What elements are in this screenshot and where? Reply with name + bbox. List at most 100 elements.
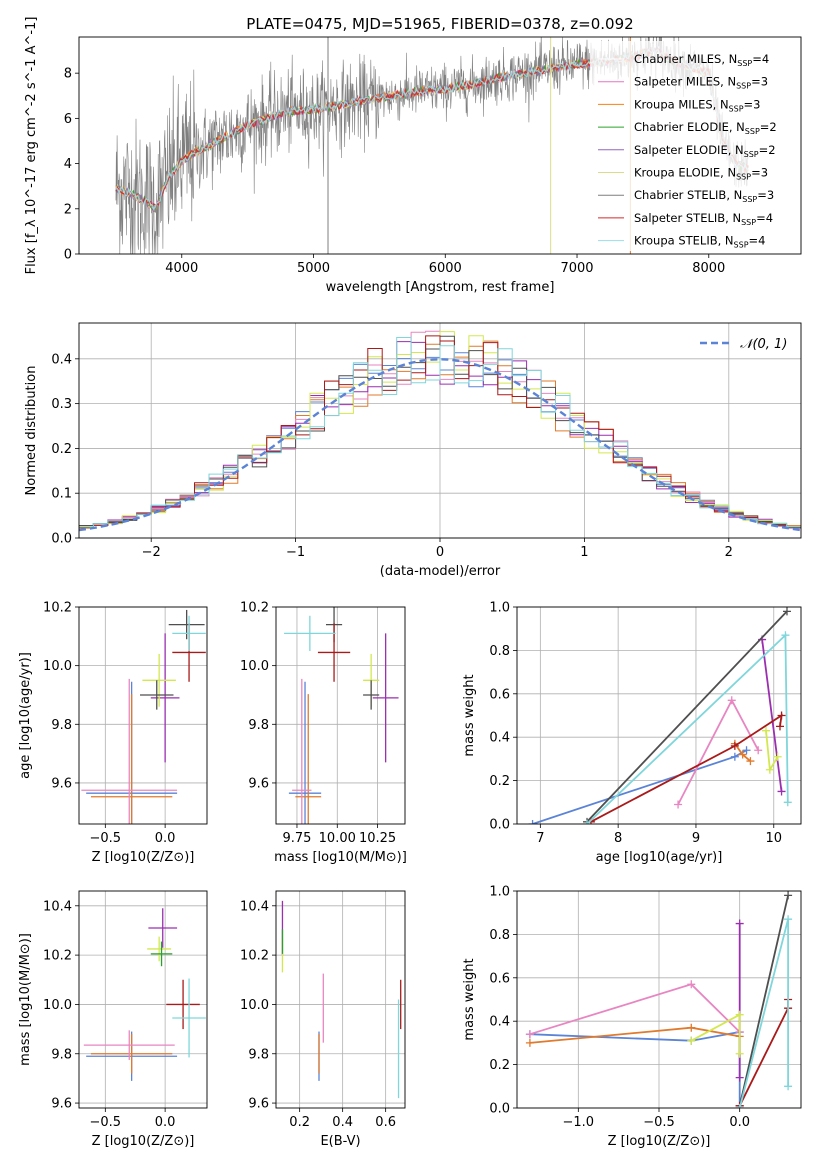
weight-marker (773, 752, 782, 761)
plot-area (284, 607, 399, 824)
weight-marker (784, 1082, 793, 1091)
x-tick-label: −0.5 (90, 831, 122, 846)
chart-spectrum: 4000 5000 6000 7000 8000 0 2 4 6 8 wavelength [Ang… (24, 17, 802, 295)
x-tick-label: 0.0 (729, 1115, 750, 1130)
y-axis-label: mass weight (462, 674, 477, 756)
y-tick-label: 0.8 (489, 644, 510, 659)
plot-area (528, 607, 792, 824)
x-tick-label: 0.4 (332, 1115, 353, 1130)
y-tick-label: 10.0 (43, 998, 72, 1013)
x-tick-label: 5000 (297, 261, 330, 276)
y-tick-label: 4 (64, 157, 72, 172)
y-tick-label: 10.4 (43, 899, 72, 914)
chart-mass-vs-ebv: 0.2 0.4 0.6 9.6 9.8 10.0 10.2 10.4 E(B-V) (240, 890, 406, 1149)
x-tick-label: 0.6 (375, 1115, 396, 1130)
weight-marker (765, 765, 774, 774)
y-tick-label: 9.6 (51, 1097, 72, 1112)
y-axis-label: Flux [f_λ 10^-17 erg cm^-2 s^-1 A^-1] (24, 17, 39, 275)
x-tick-label: 4000 (165, 261, 198, 276)
weight-marker (738, 750, 747, 759)
legend-entry: Salpeter STELIB, NSSP=4 (634, 211, 773, 227)
x-tick-label: 10.25 (359, 831, 396, 846)
y-tick-label: 0.0 (489, 1102, 510, 1117)
weight-marker (583, 820, 592, 824)
x-tick-label: 6000 (429, 261, 462, 276)
y-axis-label: Normed distribution (24, 366, 39, 496)
y-tick-label: 0.1 (51, 487, 72, 502)
axes-frame (78, 606, 208, 825)
weight-line (586, 610, 788, 823)
y-tick-label: 9.8 (248, 1047, 269, 1062)
weight-marker (782, 607, 791, 616)
weight-marker (775, 722, 784, 731)
chart-weight-vs-age: 7 8 9 10 0.0 0.2 0.4 0.6 0.8 1.0 age [log10(age/yr… (462, 601, 802, 865)
chart-age-vs-Z: −0.5 0.0 9.6 9.8 10.0 10.2 Z [log10(Z/Z⊙)] age … (18, 601, 208, 865)
y-tick-label: 9.6 (248, 1097, 269, 1112)
y-tick-label: 9.8 (248, 718, 269, 733)
y-tick-label: 8 (64, 67, 72, 82)
y-axis-label: mass [log10(M/M⊙)] (18, 933, 33, 1066)
y-tick-label: 9.8 (51, 718, 72, 733)
weight-marker (525, 1030, 534, 1039)
weight-marker (674, 800, 683, 809)
weight-marker (777, 711, 786, 720)
x-tick-label: 10.00 (319, 831, 356, 846)
x-tick-label: −0.5 (643, 1115, 675, 1130)
weight-line (586, 633, 789, 824)
x-axis-label: E(B-V) (320, 1134, 360, 1149)
axes-frame (78, 36, 802, 255)
weight-marker (761, 726, 770, 735)
weight-marker (742, 746, 751, 755)
y-axis-label: age [log10(age/yr)] (18, 652, 33, 779)
legend-entry: 𝒩(0, 1) (740, 337, 787, 352)
legend-entry: Chabrier MILES, NSSP=4 (634, 52, 769, 68)
y-tick-label: 10.2 (240, 601, 269, 616)
chart-weight-vs-Z: −1.0 −0.5 0.0 0.0 0.2 0.4 0.6 0.8 1.0 Z [log10(Z/… (462, 885, 802, 1149)
legend-entry: Kroupa ELODIE, NSSP=3 (634, 166, 768, 182)
weight-marker (735, 1010, 744, 1019)
residual-histogram (79, 337, 801, 538)
y-tick-label: 0.2 (489, 1058, 510, 1073)
y-tick-label: 9.6 (51, 776, 72, 791)
axes-frame (78, 322, 802, 539)
weight-marker (727, 696, 736, 705)
legend-entry: Kroupa STELIB, NSSP=4 (634, 234, 765, 250)
y-tick-label: 0.2 (489, 774, 510, 789)
legend-box (590, 41, 798, 251)
y-axis-label: mass weight (462, 958, 477, 1040)
weight-marker (735, 1073, 744, 1082)
y-tick-label: 10.2 (43, 601, 72, 616)
weight-marker (687, 1036, 696, 1045)
x-tick-label: 1 (580, 545, 588, 560)
x-tick-label: 7000 (560, 261, 593, 276)
x-axis-label: mass [log10(M/M⊙)] (274, 850, 407, 865)
y-tick-label: 0.8 (489, 928, 510, 943)
weight-marker (777, 787, 786, 796)
weight-line (761, 639, 783, 792)
y-tick-label: 10.2 (43, 949, 72, 964)
x-axis-label: Z [log10(Z/Z⊙)] (92, 1134, 195, 1149)
legend-entry: Chabrier STELIB, NSSP=3 (634, 188, 774, 204)
weight-marker (754, 746, 763, 755)
weight-line (529, 1030, 741, 1108)
weight-marker (528, 820, 537, 824)
plot-area (83, 908, 206, 1081)
y-tick-label: 0.4 (489, 1015, 510, 1030)
y-tick-label: 0.0 (489, 818, 510, 833)
legend-entry: Salpeter MILES, NSSP=3 (634, 75, 768, 91)
x-tick-label: 0.0 (155, 831, 176, 846)
weight-marker (525, 1038, 534, 1047)
weight-line (529, 983, 741, 1036)
y-tick-label: 10.0 (43, 659, 72, 674)
y-tick-label: 0.3 (51, 397, 72, 412)
y-tick-label: 1.0 (489, 885, 510, 900)
y-tick-label: 10.0 (240, 998, 269, 1013)
y-tick-label: 6 (64, 112, 72, 127)
weight-marker (746, 757, 755, 766)
x-tick-label: 0.0 (155, 1115, 176, 1130)
x-tick-label: 7 (536, 831, 544, 846)
y-tick-label: 0.6 (489, 971, 510, 986)
weight-marker (730, 741, 739, 750)
y-tick-label: 0.0 (51, 532, 72, 547)
